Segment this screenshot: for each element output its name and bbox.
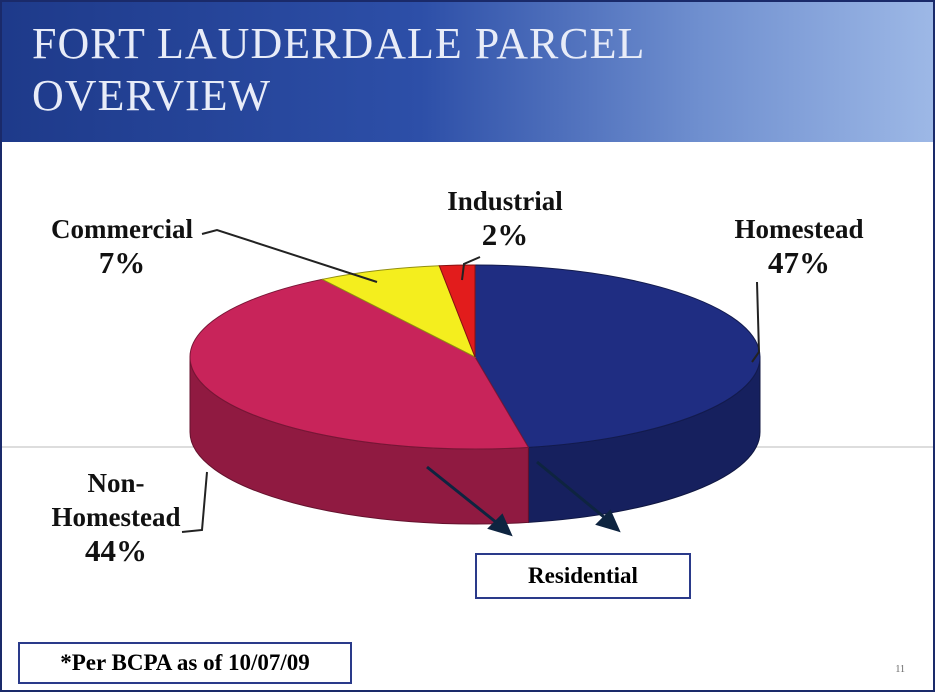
- slice: [438, 264, 476, 358]
- percent-label: 2%: [481, 217, 529, 252]
- arrow: [426, 465, 503, 529]
- percent-label: 44%: [85, 533, 147, 568]
- category-name: Commercial: [51, 214, 193, 244]
- slice: [189, 278, 530, 450]
- leaders: [181, 228, 761, 533]
- annotation: Residential: [475, 553, 691, 599]
- slice-label: Homestead 47%: [699, 212, 899, 280]
- slide-title: FORT LAUDERDALE PARCEL OVERVIEW: [32, 19, 644, 120]
- arrows: [426, 460, 621, 537]
- leader: [751, 281, 761, 363]
- category-name: Industrial: [447, 186, 563, 216]
- category-name: Non- Homestead: [51, 468, 181, 532]
- percent-label: 47%: [768, 245, 830, 280]
- category-name: Homestead: [734, 214, 864, 244]
- pie: [189, 264, 761, 525]
- percent-label: 7%: [98, 245, 146, 280]
- slice-label: Non- Homestead 44%: [16, 466, 216, 568]
- arrow: [536, 460, 611, 524]
- slice: [320, 265, 476, 359]
- arrow-head: [595, 509, 621, 533]
- slice-label: Industrial 2%: [405, 184, 605, 252]
- arrow-head: [487, 513, 513, 537]
- header-band: [2, 2, 933, 142]
- slice-label: Commercial 7%: [22, 212, 222, 280]
- leader: [201, 228, 378, 283]
- page-number: 11: [895, 664, 905, 675]
- leader: [181, 471, 208, 533]
- footnote: *Per BCPA as of 10/07/09: [18, 642, 352, 684]
- leader: [461, 256, 481, 281]
